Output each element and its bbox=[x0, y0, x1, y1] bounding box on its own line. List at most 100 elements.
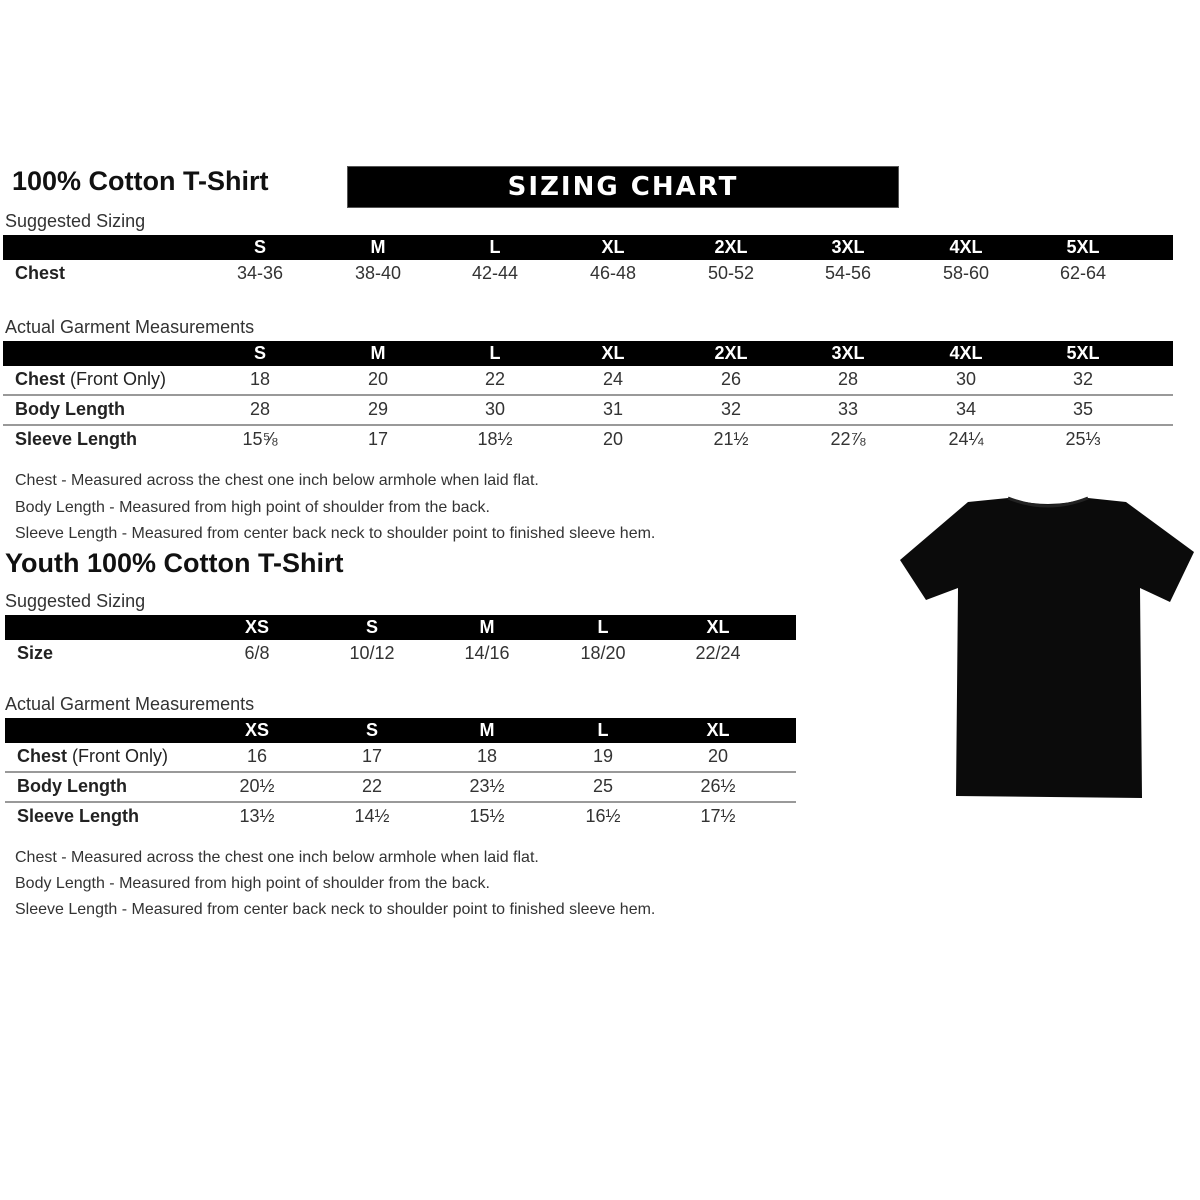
table-cell: 17 bbox=[361, 746, 383, 766]
size-header-bar: XS S M L XL bbox=[5, 718, 796, 743]
row-label-text: Sleeve Length bbox=[15, 429, 138, 449]
size-header: XL bbox=[601, 343, 625, 363]
row-label: Sleeve Length bbox=[17, 806, 139, 827]
row-label-text: Chest bbox=[17, 746, 68, 766]
row-label: Size bbox=[17, 643, 53, 664]
table-cell: 18 bbox=[476, 746, 498, 766]
row-label: Body Length bbox=[15, 399, 125, 420]
size-header: XS bbox=[244, 617, 269, 637]
row-label-text: Body Length bbox=[15, 399, 125, 419]
table-cell: 31 bbox=[602, 399, 624, 419]
size-header: L bbox=[597, 617, 609, 637]
youth-suggested-table: XS S M L XL Size 6/8 10/12 14/16 18/20 22/24 bbox=[5, 615, 796, 668]
size-header: M bbox=[370, 237, 386, 257]
table-cell: 29 bbox=[367, 399, 389, 419]
table-cell: 34-36 bbox=[236, 263, 284, 283]
table-cell: 24¼ bbox=[948, 429, 984, 449]
row-label-note: (Front Only) bbox=[65, 369, 167, 389]
size-header: 3XL bbox=[831, 237, 865, 257]
size-header: XL bbox=[601, 237, 625, 257]
table-cell: 26½ bbox=[700, 776, 736, 796]
note-sleeve-length: Sleeve Length - Measured from center bac… bbox=[15, 525, 656, 542]
size-header: 4XL bbox=[949, 343, 983, 363]
table-cell: 13½ bbox=[239, 806, 275, 826]
table-cell: 19 bbox=[592, 746, 614, 766]
table-cell: 14½ bbox=[354, 806, 390, 826]
table-cell: 18½ bbox=[477, 429, 513, 449]
size-header: XL bbox=[706, 617, 730, 637]
table-cell: 32 bbox=[1072, 369, 1094, 389]
table-cell: 54-56 bbox=[824, 263, 872, 283]
table-cell: 25 bbox=[592, 776, 614, 796]
table-row: Body Length 28 29 30 31 32 33 34 35 bbox=[3, 396, 1173, 426]
table-cell: 22/24 bbox=[695, 643, 741, 663]
row-label: Sleeve Length bbox=[15, 429, 137, 450]
table-row: Size 6/8 10/12 14/16 18/20 22/24 bbox=[5, 640, 796, 668]
table-cell: 23½ bbox=[469, 776, 505, 796]
row-label-text: Chest bbox=[15, 263, 66, 283]
size-header: S bbox=[253, 343, 266, 363]
youth-suggested-label: Suggested Sizing bbox=[5, 591, 146, 611]
table-row: Sleeve Length 13½ 14½ 15½ 16½ 17½ bbox=[5, 803, 796, 831]
table-cell: 30 bbox=[484, 399, 506, 419]
table-cell: 24 bbox=[602, 369, 624, 389]
size-header: 2XL bbox=[714, 237, 748, 257]
size-header: M bbox=[370, 343, 386, 363]
row-label: Chest bbox=[15, 263, 65, 284]
size-header: 3XL bbox=[831, 343, 865, 363]
size-header: S bbox=[253, 237, 266, 257]
row-label: Body Length bbox=[17, 776, 127, 797]
adult-suggested-label: Suggested Sizing bbox=[5, 211, 146, 231]
size-header: L bbox=[597, 720, 609, 740]
row-label-text: Chest bbox=[15, 369, 66, 389]
table-row: Chest 34-36 38-40 42-44 46-48 50-52 54-56 58-60… bbox=[3, 260, 1173, 288]
note-body-length: Body Length - Measured from high point o… bbox=[15, 875, 490, 892]
tshirt-icon bbox=[900, 496, 1194, 798]
row-label-note: (Front Only) bbox=[67, 746, 169, 766]
table-cell: 42-44 bbox=[471, 263, 519, 283]
adult-notes: Chest - Measured across the chest one in… bbox=[15, 468, 655, 548]
table-cell: 38-40 bbox=[354, 263, 402, 283]
table-cell: 26 bbox=[720, 369, 742, 389]
table-cell: 18 bbox=[249, 369, 271, 389]
table-cell: 16 bbox=[246, 746, 268, 766]
adult-suggested-table: S M L XL 2XL 3XL 4XL 5XL Chest 34-36 38-40 42-44 46-… bbox=[3, 235, 1173, 288]
table-row: Chest (Front Only) 18 20 22 24 26 28 30 32 bbox=[3, 366, 1173, 396]
table-cell: 14/16 bbox=[464, 643, 510, 663]
size-header: S bbox=[365, 617, 378, 637]
table-cell: 15⅝ bbox=[242, 429, 278, 449]
size-header: M bbox=[479, 617, 495, 637]
youth-title: Youth 100% Cotton T-Shirt bbox=[5, 548, 344, 578]
note-body-length: Body Length - Measured from high point o… bbox=[15, 498, 490, 516]
size-header: 4XL bbox=[949, 237, 983, 257]
table-cell: 6/8 bbox=[244, 643, 270, 663]
size-header: XS bbox=[244, 720, 269, 740]
table-cell: 20 bbox=[367, 369, 389, 389]
note-sleeve-length: Sleeve Length - Measured from center bac… bbox=[15, 901, 656, 918]
table-cell: 10/12 bbox=[349, 643, 395, 663]
table-cell: 32 bbox=[720, 399, 742, 419]
youth-actual-table: XS S M L XL Chest (Front Only) 16 17 18 19 20 Body … bbox=[5, 718, 796, 831]
table-cell: 15½ bbox=[469, 806, 505, 826]
table-cell: 62-64 bbox=[1059, 263, 1107, 283]
table-cell: 22⅞ bbox=[830, 429, 866, 449]
row-label: Chest (Front Only) bbox=[17, 746, 168, 767]
table-cell: 58-60 bbox=[942, 263, 990, 283]
table-row: Body Length 20½ 22 23½ 25 26½ bbox=[5, 773, 796, 803]
row-label-text: Size bbox=[17, 643, 54, 663]
sizing-chart-banner: SIZING CHART bbox=[347, 166, 899, 208]
table-cell: 17 bbox=[367, 429, 389, 449]
table-cell: 33 bbox=[837, 399, 859, 419]
size-header: M bbox=[479, 720, 495, 740]
table-cell: 34 bbox=[955, 399, 977, 419]
size-header-bar: S M L XL 2XL 3XL 4XL 5XL bbox=[3, 341, 1173, 366]
youth-actual-label: Actual Garment Measurements bbox=[5, 694, 255, 714]
table-cell: 30 bbox=[955, 369, 977, 389]
table-cell: 28 bbox=[249, 399, 271, 419]
row-label-text: Sleeve Length bbox=[17, 806, 140, 826]
table-cell: 18/20 bbox=[580, 643, 626, 663]
size-header: 5XL bbox=[1066, 237, 1100, 257]
size-header-bar: XS S M L XL bbox=[5, 615, 796, 640]
size-header-bar: S M L XL 2XL 3XL 4XL 5XL bbox=[3, 235, 1173, 260]
table-cell: 22 bbox=[484, 369, 506, 389]
